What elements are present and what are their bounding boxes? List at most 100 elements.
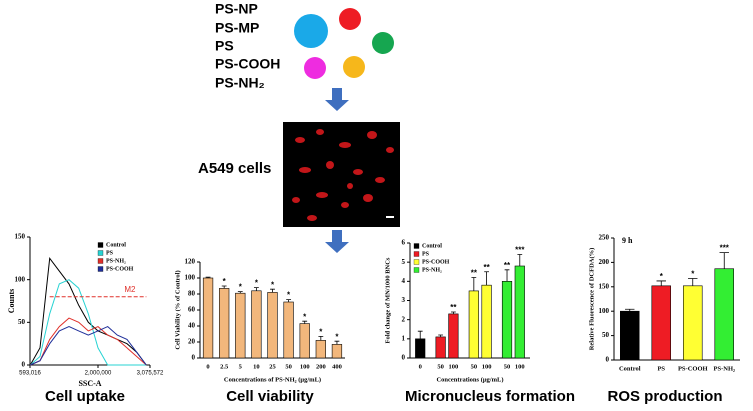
error-bar [451, 311, 456, 314]
bar [435, 336, 446, 359]
x-tick-label: 25 [269, 363, 276, 370]
bar [251, 290, 262, 359]
bar [448, 313, 459, 359]
legend-swatch [413, 243, 420, 249]
particle-dot [372, 32, 394, 54]
y-tick-label: 6 [402, 239, 406, 247]
y-tick-label: 250 [599, 234, 610, 242]
error-bar [484, 271, 489, 286]
histogram-line [30, 326, 147, 366]
y-tick-label: 200 [599, 258, 610, 266]
y-tick-label: 150 [599, 282, 610, 290]
particle-dot [343, 56, 365, 78]
error-bar [286, 299, 292, 302]
legend-label: PS-COOH [422, 259, 450, 265]
y-tick-label: 5 [402, 258, 406, 266]
x-tick-label: 2.5 [220, 363, 229, 370]
particle-label: PS-COOH [215, 56, 280, 72]
bar [219, 288, 230, 359]
particle-dot [304, 57, 326, 79]
y-tick-label: 0 [192, 354, 196, 362]
x-axis-label: SSC-A [78, 379, 101, 388]
legend-label: PS-NH₂ [106, 258, 126, 264]
x-tick-label: 10 [253, 363, 260, 370]
bar [619, 310, 640, 361]
error-bar [318, 336, 324, 341]
bar [267, 292, 278, 359]
significance: * [303, 312, 307, 321]
error-bar [471, 277, 477, 291]
y-axis-label: Fold change of MN/1000 BNCs [384, 257, 391, 343]
significance: *** [515, 246, 525, 255]
x-tick-label: 2,000,000 [85, 371, 112, 377]
significance: ** [483, 263, 490, 272]
legend-label: PS-NH₂ [422, 267, 442, 273]
significance: * [255, 279, 259, 288]
particle-label: PS-NH₂ [215, 75, 265, 91]
error-bar [517, 254, 523, 266]
x-tick-label: PS-NH₂ [714, 365, 736, 372]
y-tick-label: 80 [188, 290, 196, 298]
particle-label: PS-NP [215, 1, 258, 17]
error-bar [205, 276, 211, 278]
x-tick-label: 50 [285, 363, 292, 370]
error-bar [253, 287, 259, 291]
significance: * [335, 332, 339, 341]
histogram-line [29, 279, 147, 366]
legend-swatch [413, 251, 420, 257]
histogram-line [29, 256, 147, 366]
y-tick-label: 4 [402, 277, 406, 285]
x-tick-label: 5 [239, 363, 243, 370]
caption: Micronucleus formation [405, 388, 575, 405]
error-bar [221, 285, 227, 289]
bar [714, 268, 734, 361]
significance: ** [471, 269, 478, 278]
y-tick-label: 100 [15, 275, 26, 283]
y-tick-label: 150 [15, 233, 26, 241]
significance: ** [504, 261, 511, 270]
annotation: 9 h [622, 236, 633, 245]
x-axis-label: Concentrations (μg/mL) [436, 376, 503, 383]
x-tick-label: 100 [449, 363, 459, 370]
x-tick-label: 593,016 [19, 371, 41, 377]
bar [202, 277, 214, 359]
legend-swatch [97, 258, 104, 264]
bar [415, 338, 426, 359]
arrow [325, 230, 349, 253]
bar [235, 292, 246, 359]
x-tick-label: 100 [300, 363, 310, 370]
bar [331, 344, 343, 359]
caption: Cell viability [226, 388, 314, 405]
error-bar [438, 334, 444, 337]
error-bar [688, 278, 698, 286]
legend-label: PS [106, 250, 114, 256]
y-tick-label: 120 [185, 258, 196, 266]
x-tick-label: 3,075,572 [137, 371, 164, 377]
significance: * [287, 291, 291, 300]
legend-swatch [413, 259, 420, 265]
y-tick-label: 1 [402, 334, 406, 342]
x-tick-label: 50 [504, 363, 511, 370]
marker-label: M2 [124, 285, 136, 294]
significance: ** [450, 303, 457, 312]
error-bar [656, 280, 666, 286]
bar [682, 285, 703, 361]
y-tick-label: 0 [22, 361, 26, 369]
x-tick-label: 100 [515, 363, 525, 370]
arrow [325, 88, 349, 111]
x-tick-label: 400 [332, 363, 342, 370]
particle-dot [339, 8, 361, 30]
legend-swatch [97, 250, 104, 256]
particle-dot [294, 14, 328, 48]
error-bar [270, 288, 275, 293]
bar [501, 281, 513, 359]
y-tick-label: 50 [602, 331, 610, 339]
y-tick-label: 100 [185, 274, 196, 282]
error-bar [719, 252, 729, 269]
legend-swatch [413, 267, 420, 273]
histogram-line [30, 317, 147, 366]
y-tick-label: 60 [188, 306, 196, 314]
error-bar [334, 340, 340, 345]
x-tick-label: 200 [316, 363, 326, 370]
